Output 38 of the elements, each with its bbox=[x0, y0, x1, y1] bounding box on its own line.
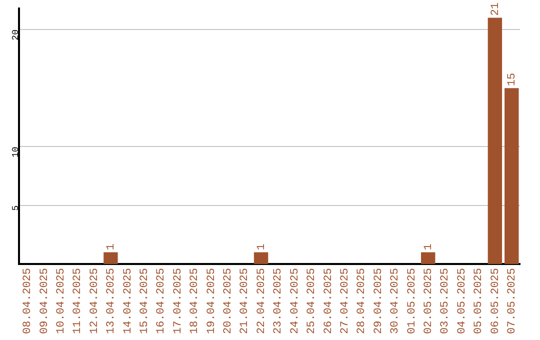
x-tick-label: 13.04.2025 bbox=[106, 268, 118, 334]
y-tick-label: 5 bbox=[11, 205, 22, 211]
x-tick-label: 30.04.2025 bbox=[390, 268, 402, 334]
x-tick-label: 14.04.2025 bbox=[122, 268, 134, 334]
x-tick-label: 07.05.2025 bbox=[506, 268, 519, 334]
x-tick-label: 04.05.2025 bbox=[456, 268, 468, 334]
data-label: 1 bbox=[423, 243, 436, 250]
data-label: 21 bbox=[490, 2, 502, 16]
x-tick-label: 20.04.2025 bbox=[222, 268, 235, 334]
x-tick-label: 21.04.2025 bbox=[239, 268, 252, 334]
data-label: 1 bbox=[256, 243, 268, 250]
x-tick-label: 10.04.2025 bbox=[55, 268, 68, 334]
x-tick-label: 29.04.2025 bbox=[372, 268, 385, 334]
data-label: 15 bbox=[506, 72, 519, 86]
data-label: 1 bbox=[106, 243, 118, 250]
x-tick-label: 06.05.2025 bbox=[490, 268, 502, 334]
x-tick-label: 28.04.2025 bbox=[356, 268, 368, 334]
x-tick-label: 03.05.2025 bbox=[440, 268, 452, 334]
x-tick-label: 18.04.2025 bbox=[189, 268, 202, 334]
x-tick-label: 08.04.2025 bbox=[22, 268, 34, 334]
x-tick-label: 17.04.2025 bbox=[172, 268, 184, 334]
x-tick-label: 15.04.2025 bbox=[139, 268, 152, 334]
x-tick-label: 23.04.2025 bbox=[272, 268, 285, 334]
x-tick-label: 16.04.2025 bbox=[156, 268, 168, 334]
x-tick-label: 19.04.2025 bbox=[206, 268, 218, 334]
x-tick-label: 02.05.2025 bbox=[423, 268, 436, 334]
x-tick-label: 11.04.2025 bbox=[72, 268, 84, 334]
x-tick-label: 26.04.2025 bbox=[322, 268, 335, 334]
x-tick-label: 25.04.2025 bbox=[306, 268, 318, 334]
x-tick-label: 24.04.2025 bbox=[289, 268, 302, 334]
y-tick-label: 10 bbox=[11, 146, 22, 158]
x-tick-label: 22.04.2025 bbox=[256, 268, 268, 334]
x-tick-label: 27.04.2025 bbox=[339, 268, 352, 334]
x-tick-label: 01.05.2025 bbox=[406, 268, 418, 334]
x-tick-label: 05.05.2025 bbox=[473, 268, 486, 334]
x-tick-label: 12.04.2025 bbox=[88, 268, 101, 334]
y-tick-label: 20 bbox=[11, 30, 22, 40]
x-tick-label: 09.04.2025 bbox=[38, 268, 51, 334]
